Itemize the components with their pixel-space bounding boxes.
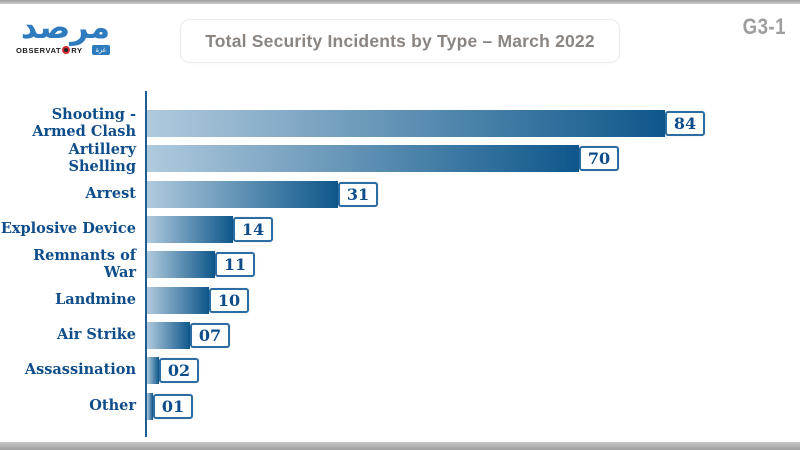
category-label: Other: [89, 396, 136, 414]
category-labels: Shooting - Armed Clash Artillery Shelling…: [0, 92, 136, 424]
category-label: Air Strike: [56, 326, 136, 344]
bar: [147, 180, 338, 208]
bar-row: 10: [147, 282, 800, 317]
bar: [147, 357, 159, 385]
bar-row: 84: [147, 106, 800, 141]
logo-wordmark-left: OBSERVAT: [16, 45, 62, 55]
category-label: Assassination: [24, 361, 136, 379]
logo: مرصد OBSERVAT RY غزة: [16, 10, 110, 55]
bar-row: 11: [147, 247, 800, 282]
category-label: Shooting - Armed Clash: [32, 106, 136, 140]
bar-row: 70: [147, 141, 800, 176]
bar: [147, 145, 579, 173]
value-label-box: 01: [153, 393, 193, 419]
bar-row: 02: [147, 353, 800, 388]
value-label-box: 84: [665, 111, 705, 137]
category-label: Arrest: [85, 184, 136, 202]
category-label: Remnants of War: [33, 247, 136, 281]
value-label-box: 02: [159, 358, 199, 384]
bar: [147, 110, 665, 138]
eye-icon: [62, 46, 71, 54]
value-label-box: 07: [190, 322, 230, 348]
bar-row: 01: [147, 388, 800, 423]
value-label-box: 10: [209, 287, 249, 313]
bar: [147, 286, 209, 314]
bar: [147, 251, 215, 279]
figure-tag: G3-1: [742, 14, 786, 39]
bar-row: 31: [147, 177, 800, 212]
y-axis-line: [145, 91, 147, 437]
bar: [147, 392, 153, 420]
value-label-box: 11: [215, 252, 255, 278]
chart-title-box: Total Security Incidents by Type – March…: [180, 19, 620, 63]
logo-wordmark-right: RY: [71, 45, 83, 55]
bar-row: 14: [147, 212, 800, 247]
logo-arabic-text: مرصد: [20, 8, 110, 46]
logo-wordmark: OBSERVAT RY غزة: [16, 45, 110, 55]
bar-row: 07: [147, 318, 800, 353]
bar: [147, 216, 233, 244]
chart-title: Total Security Incidents by Type – March…: [205, 30, 595, 51]
category-label: Explosive Device: [0, 220, 136, 238]
bar-rows: 84 70 31 14 11 10 07 02 01: [147, 92, 800, 424]
category-label: Landmine: [55, 290, 136, 308]
value-label-box: 70: [579, 146, 619, 172]
value-label-box: 31: [338, 181, 378, 207]
category-label: Artillery Shelling: [68, 141, 136, 175]
top-border-strip: [0, 0, 800, 4]
value-label-box: 14: [233, 217, 273, 243]
logo-badge: غزة: [91, 45, 110, 55]
bar: [147, 321, 190, 349]
bottom-border-strip: [0, 442, 800, 450]
